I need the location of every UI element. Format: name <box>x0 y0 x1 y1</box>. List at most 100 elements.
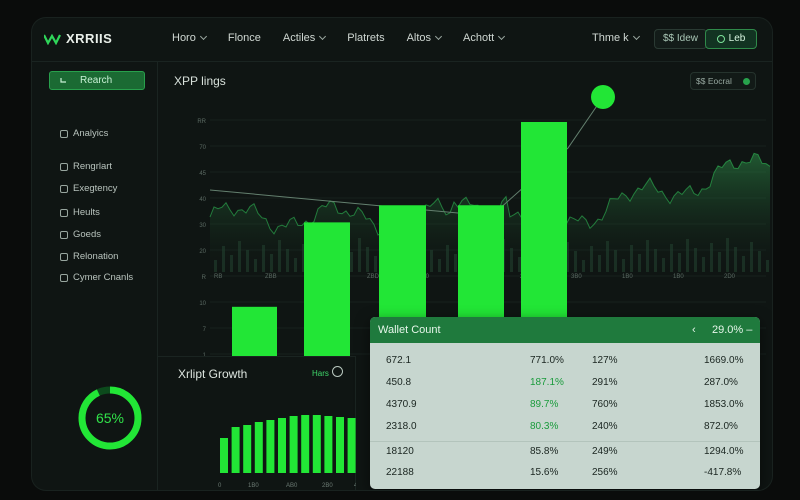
table-row[interactable]: 22188 15.6% 256% -417.8% <box>370 463 760 484</box>
y-tick-label: 20 <box>199 249 206 255</box>
chart-icon <box>60 273 68 282</box>
sidebar-item[interactable]: Goeds <box>60 229 101 240</box>
chart-title: XPP lings <box>174 74 226 88</box>
table-row[interactable]: 4370.9 89.7% 760% 1853.0% <box>370 395 760 416</box>
volume-bar <box>278 240 281 272</box>
sidebar-item-label: Relonation <box>73 251 119 262</box>
growth-x-tick: 1B0 <box>248 483 259 489</box>
table-cell: -417.8% <box>704 467 742 478</box>
table-cell: 4370.9 <box>386 399 417 410</box>
y-tick-label: 40 <box>199 197 206 203</box>
growth-bar[interactable] <box>278 418 286 473</box>
sidebar-item[interactable]: Cymer Cnanls <box>60 272 133 283</box>
growth-bar[interactable] <box>220 438 228 473</box>
growth-bar[interactable] <box>336 417 344 473</box>
chevron-down-icon <box>498 32 506 41</box>
volume-bar <box>638 254 641 272</box>
x-tick-label: RB <box>214 274 222 280</box>
x-tick-label: 1B0 <box>673 274 684 280</box>
chevron-down-icon <box>319 32 327 41</box>
y-tick-label: 70 <box>199 145 206 151</box>
x-tick-label: ZBD <box>367 274 380 280</box>
sidebar-item[interactable]: Analyics <box>60 128 108 139</box>
nav-item[interactable]: Flonce <box>228 32 261 44</box>
volume-bar <box>622 259 625 272</box>
table-cell: 89.7% <box>530 399 559 410</box>
table-row[interactable]: 672.1 771.0% 127% 1669.0% <box>370 351 760 372</box>
chart-range-pill[interactable]: $$ Eocral <box>690 72 756 90</box>
wallet-count-table: Wallet Count ‹ 29.0% – 672.1 771.0% 127% 16… <box>370 317 760 489</box>
volume-bar <box>374 256 377 272</box>
chevron-down-icon <box>632 32 640 41</box>
main-nav: Horo Flonce Actiles Platrets Altos Achott <box>172 32 526 44</box>
nav-item[interactable]: Platrets <box>347 32 384 44</box>
search-icon <box>60 77 66 83</box>
volume-bar <box>670 244 673 272</box>
volume-bar <box>582 260 585 272</box>
bar[interactable] <box>232 306 277 357</box>
volume-bar <box>606 241 609 272</box>
lab-button[interactable]: Leb <box>705 29 757 49</box>
growth-x-tick: AB0 <box>286 483 298 489</box>
highlight-marker[interactable] <box>591 85 615 109</box>
nav-item[interactable]: Actiles <box>282 32 327 44</box>
growth-bar[interactable] <box>301 415 310 473</box>
table-cell: 249% <box>592 446 618 457</box>
brand-logo[interactable]: XRRIIS <box>44 31 112 46</box>
chevron-down-icon: – <box>746 324 753 336</box>
chevron-down-icon <box>435 32 443 41</box>
search-label: Rearch <box>80 75 113 86</box>
theme-select[interactable]: Thme k <box>592 32 640 44</box>
grid-icon <box>60 184 68 193</box>
sidebar-item-label: Cymer Cnanls <box>73 272 134 283</box>
table-row[interactable]: 2318.0 80.3% 240% 872.0% <box>370 417 760 438</box>
growth-panel: Xrlipt Growth Hars 0 1B0 AB0 2B0 4B0 <box>158 356 356 490</box>
volume-bar <box>758 251 761 272</box>
volume-bar <box>430 250 433 272</box>
nav-item-label: Actiles <box>282 32 316 44</box>
growth-bar[interactable] <box>289 416 298 473</box>
growth-bar[interactable] <box>243 425 252 473</box>
x-tick-label: 1B0 <box>622 274 633 280</box>
growth-bar[interactable] <box>324 416 333 473</box>
growth-bar[interactable] <box>266 420 275 473</box>
sidebar-item[interactable]: Rengrlart <box>60 161 112 172</box>
volume-bar <box>262 245 265 272</box>
table-cell: 450.8 <box>386 377 412 388</box>
growth-link[interactable]: Hars <box>312 369 329 378</box>
view-button[interactable]: $$ Idew <box>654 29 708 49</box>
nav-item[interactable]: Altos <box>407 32 443 44</box>
table-cell: 672.1 <box>386 355 412 366</box>
bar[interactable] <box>304 222 350 357</box>
status-dot-icon <box>716 35 725 43</box>
volume-bar <box>742 256 745 272</box>
volume-bar <box>350 252 353 272</box>
table-cell: 240% <box>592 421 618 432</box>
y-tick-label: 1 <box>203 353 207 357</box>
wallet-title: Wallet Count <box>378 324 441 336</box>
nav-item[interactable]: Achott <box>463 32 506 44</box>
wallet-pct[interactable]: 29.0% – <box>712 324 752 336</box>
search-button[interactable]: Rearch <box>49 71 145 90</box>
growth-bar[interactable] <box>312 415 321 473</box>
growth-bar[interactable] <box>231 427 240 473</box>
sidebar-item[interactable]: Heults <box>60 207 100 218</box>
table-cell: 2318.0 <box>386 421 417 432</box>
search-icon[interactable] <box>332 366 343 377</box>
table-cell: 1853.0% <box>704 399 744 410</box>
chevron-left-icon[interactable]: ‹ <box>692 324 696 336</box>
table-row[interactable]: 18120 85.8% 249% 1294.0% <box>370 441 760 462</box>
volume-bar <box>518 257 521 272</box>
nav-item[interactable]: Horo <box>172 32 207 44</box>
brand-name: XRRIIS <box>66 31 113 46</box>
doc-icon <box>60 252 68 261</box>
theme-label: Thme k <box>592 32 629 44</box>
volume-bar <box>574 251 577 272</box>
sidebar-item[interactable]: Relonation <box>60 251 118 262</box>
growth-bar[interactable] <box>254 422 263 473</box>
wallet-header: Wallet Count ‹ 29.0% – <box>370 317 760 343</box>
table-cell: 18120 <box>386 446 414 457</box>
growth-bar[interactable] <box>347 418 356 473</box>
sidebar-item[interactable]: Exegtency <box>60 183 117 194</box>
table-row[interactable]: 450.8 187.1% 291% 287.0% <box>370 373 760 394</box>
